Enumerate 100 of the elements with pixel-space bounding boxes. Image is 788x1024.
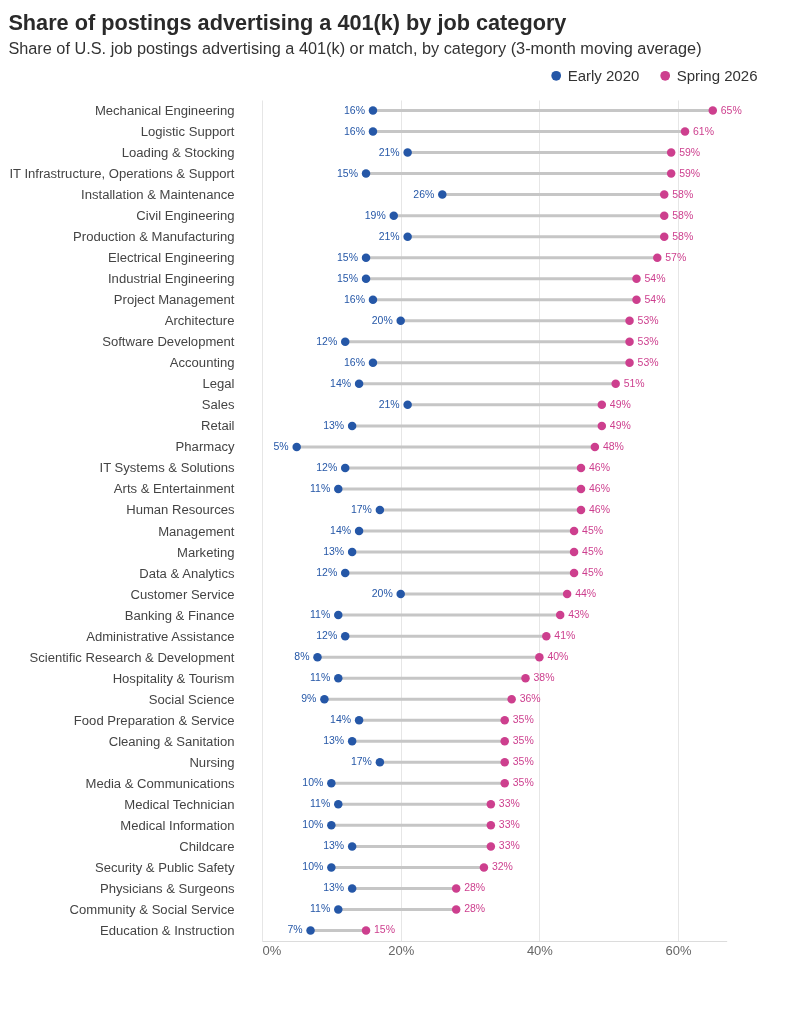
data-label: 10% [302, 861, 324, 873]
data-label: 45% [582, 525, 604, 537]
data-label: 9% [301, 693, 317, 705]
data-label: 59% [679, 146, 701, 158]
point [666, 148, 676, 157]
y-tick-label: Security & Public Safety [94, 859, 235, 875]
y-tick-label: Hospitality & Tourism [112, 670, 235, 686]
data-label: 46% [589, 461, 610, 473]
data-label: 53% [637, 356, 659, 368]
data-label: 33% [498, 840, 520, 852]
data-label: 11% [310, 609, 331, 621]
y-tick-label: Pharmacy [175, 439, 235, 455]
data-label: 11% [310, 903, 331, 915]
data-label: 15% [374, 924, 396, 936]
y-tick-label: Legal [202, 376, 235, 392]
y-tick-label: Arts & Entertainment [113, 481, 235, 497]
x-tick-label: 20% [388, 943, 415, 959]
data-label: 11% [310, 482, 331, 494]
point [334, 484, 343, 494]
y-tick-label: Media & Communications [85, 775, 235, 791]
point [320, 694, 329, 704]
point [569, 547, 579, 557]
data-label: 13% [323, 840, 345, 852]
data-label: 28% [464, 882, 486, 894]
point [569, 526, 579, 536]
y-tick-label: Cleaning & Sanitation [108, 733, 235, 749]
data-label: 12% [316, 335, 338, 347]
point [625, 358, 634, 368]
point [451, 905, 461, 914]
y-tick-label: Childcare [179, 838, 235, 854]
data-label: 10% [302, 819, 324, 831]
point [659, 211, 669, 220]
point [375, 505, 385, 515]
data-label: 46% [589, 503, 610, 515]
data-label: 49% [609, 419, 631, 431]
y-tick-label: Retail [201, 418, 235, 434]
point [535, 652, 544, 662]
point [375, 758, 385, 767]
point [327, 821, 336, 830]
point [347, 884, 357, 893]
y-tick-label: Accounting [169, 355, 235, 371]
point [347, 842, 357, 851]
point [368, 106, 378, 115]
y-tick-label: IT Systems & Solutions [99, 460, 235, 476]
point [347, 737, 357, 746]
data-label: 11% [310, 798, 331, 810]
data-label: 17% [350, 503, 372, 515]
data-label: 20% [371, 314, 393, 326]
point [625, 337, 634, 347]
point [597, 400, 607, 410]
y-tick-label: Food Preparation & Service [73, 712, 235, 728]
data-label: 54% [644, 293, 666, 305]
point [542, 631, 551, 641]
data-label: 21% [378, 398, 400, 410]
point [680, 127, 690, 136]
point [500, 737, 509, 746]
point [611, 379, 620, 389]
data-label: 15% [337, 167, 359, 179]
point [625, 316, 634, 325]
point [576, 505, 586, 515]
point [347, 421, 357, 431]
y-tick-label: Sales [201, 397, 235, 413]
data-label: 43% [568, 609, 590, 621]
data-label: 11% [310, 672, 331, 684]
data-label: 21% [378, 230, 400, 242]
point [451, 884, 461, 893]
y-tick-label: Customer Service [130, 586, 235, 602]
data-label: 21% [378, 146, 400, 158]
point [340, 568, 350, 578]
chart-subtitle: Share of U.S. job postings advertising a 401(k) or match, by category (3-month moving average) [8, 38, 702, 57]
point [340, 463, 350, 473]
y-tick-label: Social Science [148, 691, 235, 707]
data-label: 7% [287, 924, 303, 936]
data-label: 48% [602, 440, 624, 452]
y-tick-label: Education & Instruction [100, 922, 235, 938]
point [486, 821, 496, 830]
data-label: 45% [582, 567, 604, 579]
data-label: 12% [316, 461, 338, 473]
point [653, 253, 662, 262]
y-tick-label: Architecture [164, 313, 235, 329]
data-label: 20% [371, 588, 393, 600]
point [666, 169, 676, 178]
point [368, 127, 378, 136]
point [590, 442, 600, 452]
y-tick-label: Human Resources [126, 502, 235, 518]
data-label: 33% [498, 798, 520, 810]
data-label: 19% [364, 209, 386, 221]
data-label: 58% [672, 230, 694, 242]
y-tick-label: IT Infrastructure, Operations & Support [9, 166, 235, 182]
point [659, 190, 669, 199]
point [396, 316, 405, 325]
point [569, 568, 579, 578]
y-tick-label: Physicians & Surgeons [100, 880, 235, 896]
x-tick-label: 40% [526, 943, 554, 959]
data-label: 16% [343, 293, 365, 305]
data-label: 10% [302, 777, 324, 789]
point [347, 547, 357, 557]
data-label: 58% [672, 209, 694, 221]
point [486, 842, 496, 851]
point [334, 800, 343, 809]
